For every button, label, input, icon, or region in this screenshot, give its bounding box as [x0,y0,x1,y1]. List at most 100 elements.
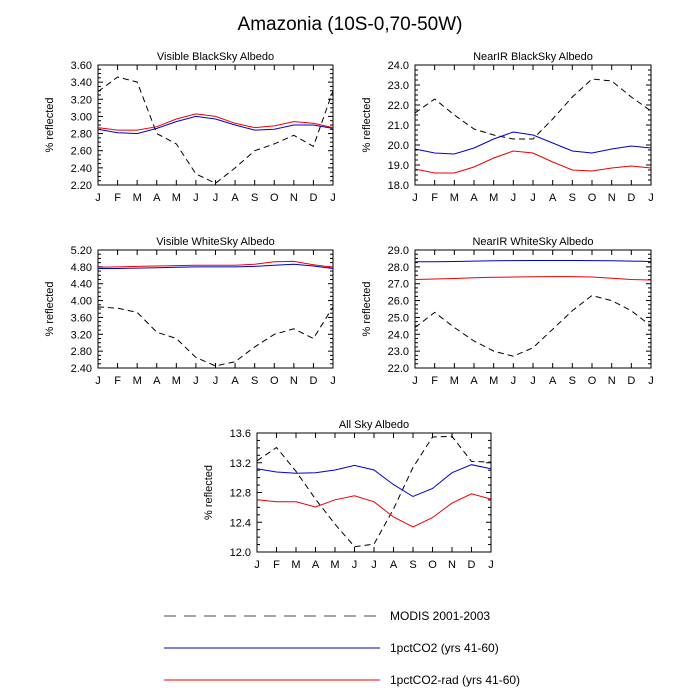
x-tick-label: N [290,375,298,387]
x-tick-label: J [330,375,336,387]
y-axis-label: % reflected [361,281,373,336]
x-tick-label: D [627,192,635,204]
legend-label-rad: 1pctCO2-rad (yrs 41-60) [390,673,520,687]
plot-frame [256,432,492,553]
y-tick-label: 12.4 [230,517,251,529]
x-tick-label: O [270,375,279,387]
y-tick-label: 2.60 [71,146,92,158]
panel-title: Visible BlackSky Albedo [157,51,274,63]
x-tick-label: F [114,375,121,387]
y-tick-label: 20.0 [388,140,409,152]
x-tick-label: D [309,375,317,387]
x-tick-label: A [153,375,161,387]
y-tick-label: 19.0 [388,160,409,172]
x-tick-label: J [412,375,418,387]
y-tick-label: 25.0 [388,312,409,324]
x-tick-label: J [193,192,199,204]
x-tick-label: M [450,375,459,387]
series-line-modis [414,294,652,357]
x-tick-label: J [95,192,101,204]
series-line-rad [97,113,334,131]
x-tick-label: O [270,192,279,204]
x-tick-label: M [330,559,339,571]
x-tick-label: J [511,375,517,387]
x-tick-label: F [273,559,280,571]
x-tick-label: J [352,559,358,571]
x-tick-label: S [409,559,416,571]
series-line-modis [97,76,334,184]
series-line-rad [97,260,334,268]
y-tick-label: 13.2 [230,458,251,470]
x-tick-label: N [608,192,616,204]
panel-title: Visible WhiteSky Albedo [156,236,274,248]
y-tick-label: 3.20 [71,94,92,106]
x-tick-label: M [291,559,300,571]
series-line-ctl [256,464,492,498]
x-tick-label: N [608,375,616,387]
x-tick-label: J [648,375,654,387]
panel-title: NearIR BlackSky Albedo [473,51,593,63]
legend: MODIS 2001-2003 1pctCO2 (yrs 41-60) 1pctCO… [164,609,520,687]
y-tick-label: 21.0 [388,120,409,132]
series-line-ctl [98,263,334,269]
x-tick-label: A [231,192,239,204]
y-tick-label: 2.20 [71,180,92,192]
x-tick-label: S [569,375,576,387]
x-tick-label: D [309,192,317,204]
x-tick-label: A [312,559,320,571]
y-tick-label: 18.0 [388,180,409,192]
y-tick-label: 4.00 [71,296,92,308]
x-tick-label: A [231,375,239,387]
panel-1: NearIR BlackSky Albedo % reflected 18.0 19.… [361,51,654,204]
x-tick-label: J [254,559,260,571]
y-tick-label: 24.0 [388,60,409,72]
series-line-rad [256,493,492,528]
x-tick-label: S [569,192,576,204]
x-tick-label: J [213,375,219,387]
y-tick-label: 27.0 [388,279,409,291]
x-tick-label: O [588,192,597,204]
x-tick-label: D [468,559,476,571]
x-tick-label: S [251,192,258,204]
x-tick-label: J [648,192,654,204]
x-tick-label: J [213,192,219,204]
x-tick-label: M [172,375,181,387]
y-axis-label: % reflected [203,465,215,520]
x-tick-label: M [489,192,498,204]
y-tick-label: 12.0 [230,547,251,559]
x-tick-label: J [511,192,517,204]
plot-frame [414,249,652,369]
x-tick-label: J [193,375,199,387]
x-tick-label: J [530,375,536,387]
series-line-rad [414,150,652,174]
x-tick-label: F [431,375,438,387]
x-tick-label: M [172,192,181,204]
x-tick-label: N [290,192,298,204]
x-tick-label: A [470,192,478,204]
panel-0: Visible BlackSky Albedo % reflected 2.20 2.… [44,51,336,204]
series-line-modis [414,78,652,140]
x-tick-label: J [95,375,101,387]
y-tick-label: 23.0 [388,80,409,92]
y-tick-label: 3.60 [71,60,92,72]
x-tick-label: M [133,192,142,204]
legend-item-modis: MODIS 2001-2003 [164,609,490,623]
y-axis-label: % reflected [44,281,56,336]
series-line-ctl [97,115,334,135]
x-tick-label: A [549,192,557,204]
panel-2: Visible WhiteSky Albedo % reflected 2.40 2.… [44,236,336,387]
y-tick-label: 5.20 [71,245,92,257]
y-tick-label: 23.0 [388,346,409,358]
y-tick-label: 3.60 [71,312,92,324]
y-tick-label: 13.6 [230,428,251,440]
plot-frame [414,64,652,186]
panel-3: NearIR WhiteSky Albedo % reflected 22.0 23.… [361,236,654,387]
x-tick-label: A [153,192,161,204]
y-tick-label: 3.20 [71,329,92,341]
x-tick-label: A [390,559,398,571]
x-tick-label: A [470,375,478,387]
y-tick-label: 4.80 [71,262,92,274]
x-tick-label: J [488,559,494,571]
y-tick-label: 2.40 [71,363,92,375]
x-tick-label: J [412,192,418,204]
